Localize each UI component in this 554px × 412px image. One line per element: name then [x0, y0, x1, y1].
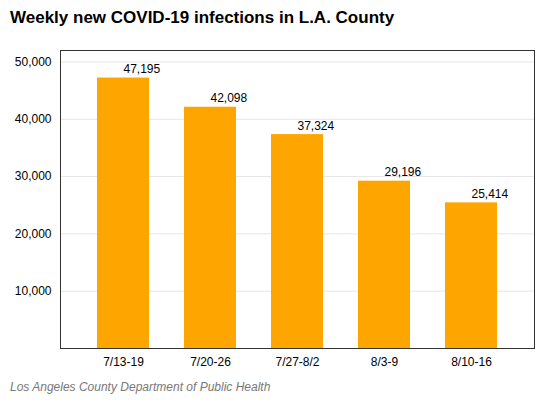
- svg-text:20,000: 20,000: [15, 227, 52, 241]
- svg-text:10,000: 10,000: [15, 284, 52, 298]
- svg-text:29,196: 29,196: [385, 165, 422, 179]
- svg-text:25,414: 25,414: [472, 187, 509, 201]
- svg-text:7/20-26: 7/20-26: [190, 355, 231, 369]
- svg-text:37,324: 37,324: [298, 119, 335, 133]
- svg-text:30,000: 30,000: [15, 169, 52, 183]
- svg-text:50,000: 50,000: [15, 55, 52, 69]
- svg-text:42,098: 42,098: [211, 91, 248, 105]
- svg-text:7/13-19: 7/13-19: [103, 355, 144, 369]
- svg-text:47,195: 47,195: [124, 62, 161, 76]
- svg-text:8/3-9: 8/3-9: [371, 355, 399, 369]
- svg-text:40,000: 40,000: [15, 112, 52, 126]
- svg-text:8/10-16: 8/10-16: [451, 355, 492, 369]
- svg-text:7/27-8/2: 7/27-8/2: [275, 355, 319, 369]
- html-text:Los Angeles County Department: Los Angeles County Department of Public …: [10, 380, 271, 394]
- html-text:Weekly new COVID-19 infections: Weekly new COVID-19 infections in L.A. C…: [10, 8, 395, 27]
